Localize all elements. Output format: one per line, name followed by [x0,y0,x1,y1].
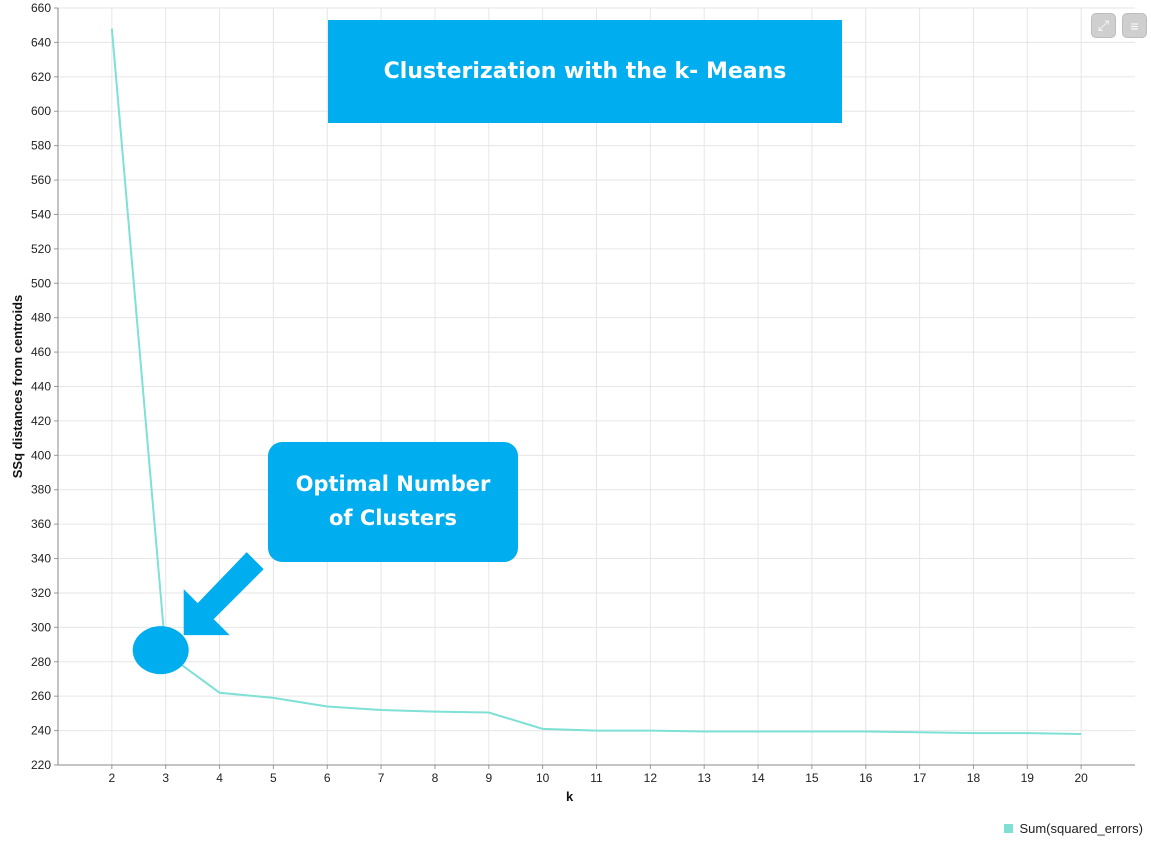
y-tick-label: 340 [31,552,51,566]
y-tick-label: 420 [31,414,51,428]
x-tick-label: 7 [378,771,385,785]
y-tick-label: 540 [31,207,51,221]
y-tick-label: 380 [31,483,51,497]
y-tick-label: 500 [31,276,51,290]
y-tick-label: 240 [31,724,51,738]
x-tick-label: 3 [162,771,169,785]
y-tick-label: 640 [31,35,51,49]
x-tick-label: 12 [644,771,658,785]
y-tick-label: 580 [31,139,51,153]
y-tick-label: 360 [31,517,51,531]
y-tick-label: 300 [31,620,51,634]
x-tick-label: 10 [536,771,550,785]
chart-legend: Sum(squared_errors) [1004,821,1143,836]
chart-title-text: Clusterization with the k- Means [383,59,787,84]
x-tick-label: 17 [913,771,927,785]
x-tick-label: 20 [1074,771,1088,785]
y-tick-label: 460 [31,345,51,359]
x-tick-label: 2 [109,771,116,785]
hamburger-menu-icon: ≡ [1130,17,1139,34]
x-tick-label: 5 [270,771,277,785]
y-tick-label: 660 [31,1,51,15]
y-tick-label: 260 [31,689,51,703]
x-axis-title: k [566,789,574,804]
expand-icon: ⤢ [1097,17,1110,33]
y-axis-title: SSq distances from centroids [10,295,25,479]
x-tick-label: 6 [324,771,331,785]
x-tick-label: 19 [1021,771,1035,785]
x-tick-label: 16 [859,771,873,785]
x-tick-label: 11 [590,771,603,785]
x-tick-label: 18 [967,771,981,785]
y-tick-label: 520 [31,242,51,256]
optimal-k-marker [132,626,189,675]
x-tick-label: 8 [432,771,439,785]
x-tick-label: 4 [216,771,223,785]
callout-text: Optimal Number of Clusters [295,472,491,530]
x-tick-label: 9 [485,771,492,785]
legend-swatch [1004,824,1014,833]
optimal-clusters-callout: Optimal Number of Clusters [268,442,518,562]
y-tick-label: 400 [31,448,51,462]
series-line [110,28,1082,736]
y-tick-label: 560 [31,173,51,187]
y-tick-label: 480 [31,311,51,325]
y-tick-label: 440 [31,380,51,394]
legend-label: Sum(squared_errors) [1019,821,1143,836]
y-tick-label: 320 [31,586,51,600]
menu-button[interactable]: ≡ [1122,13,1147,38]
expand-button[interactable]: ⤢ [1091,13,1116,38]
y-tick-label: 620 [31,70,51,84]
y-tick-label: 220 [31,758,51,772]
chart-title-banner: Clusterization with the k- Means [328,20,842,123]
x-tick-label: 14 [751,771,765,785]
x-tick-label: 13 [698,771,712,785]
pointer-arrow [183,552,264,636]
x-tick-label: 15 [805,771,819,785]
y-tick-label: 280 [31,655,51,669]
y-tick-label: 600 [31,104,51,118]
